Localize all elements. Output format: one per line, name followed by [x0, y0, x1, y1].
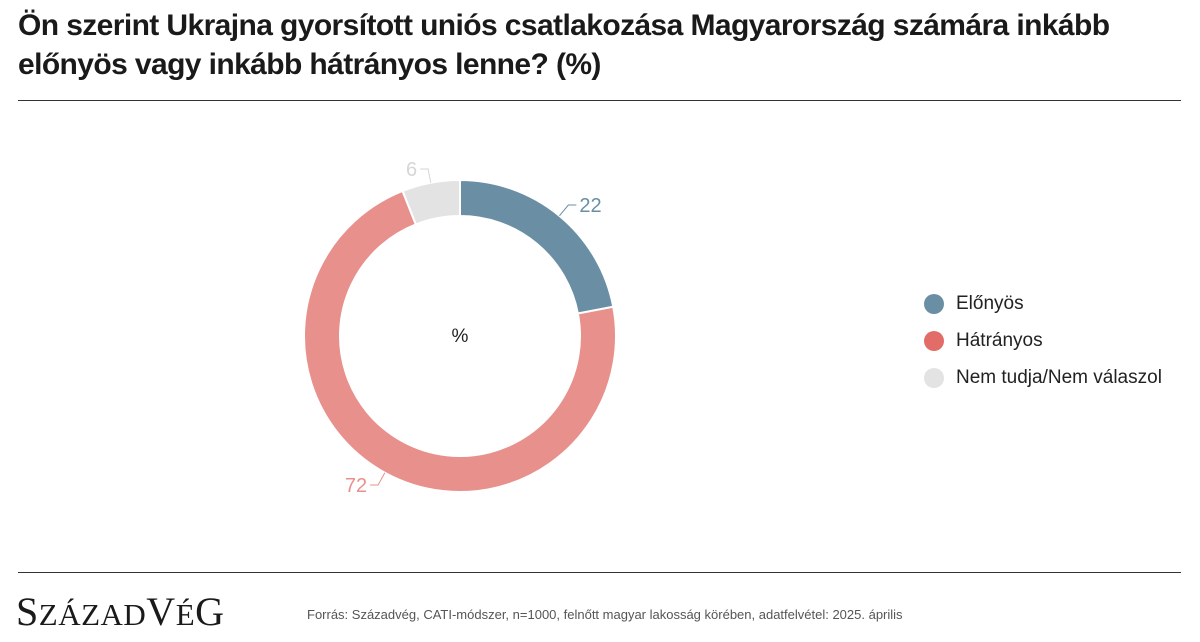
source-note: Forrás: Századvég, CATI-módszer, n=1000,…: [307, 607, 903, 622]
legend-item-nem-tudja-nem-valaszol: Nem tudja/Nem válaszol: [924, 359, 1162, 396]
leader-line-elonyos: [559, 204, 577, 217]
legend-swatch: [924, 367, 944, 388]
donut-center-label: %: [452, 326, 469, 347]
data-label-nem-tudja-nem-valaszol: 6: [406, 159, 417, 181]
donut-slice-nem-tudja-nem-valaszol: [401, 178, 461, 226]
brand-logo: SZÁZADVÉG: [16, 589, 225, 634]
legend-item-elonyos: Előnyös: [924, 285, 1162, 322]
top-divider: [18, 100, 1181, 101]
legend-swatch: [924, 330, 944, 351]
donut-data-labels: 22 72 6: [345, 159, 602, 497]
legend-label: Előnyös: [956, 292, 1024, 314]
chart-legend: Előnyös Hátrányos Nem tudja/Nem válaszol: [924, 285, 1162, 396]
leader-line-nem-tudja-nem-valaszol: [420, 168, 432, 183]
donut-chart: 22 72 6 %: [303, 159, 617, 497]
legend-label: Nem tudja/Nem válaszol: [956, 366, 1162, 388]
data-label-elonyos: 22: [579, 195, 601, 217]
chart-title: Ön szerint Ukrajna gyorsított uniós csat…: [18, 9, 1110, 81]
legend-swatch: [924, 293, 944, 314]
legend-label: Hátrányos: [956, 329, 1043, 351]
donut-slices: [303, 178, 617, 493]
data-label-hatranyos: 72: [345, 475, 367, 497]
bottom-divider: [18, 572, 1181, 573]
legend-item-hatranyos: Hátrányos: [924, 322, 1162, 359]
donut-slice-hatranyos: [303, 189, 617, 493]
leader-line-hatranyos: [370, 472, 386, 486]
